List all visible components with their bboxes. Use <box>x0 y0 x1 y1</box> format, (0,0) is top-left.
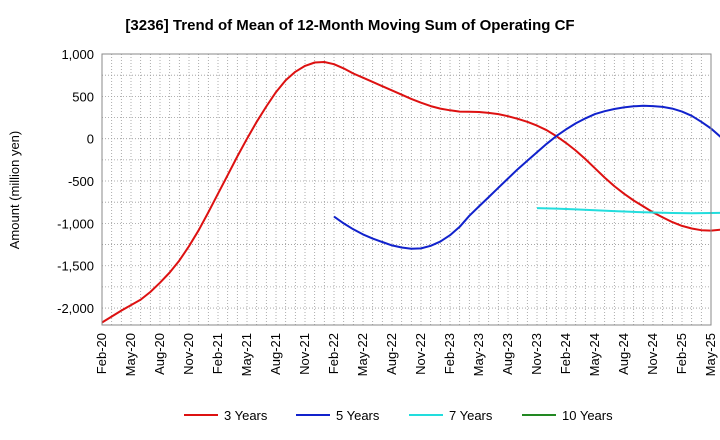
x-tick-label: May-25 <box>703 333 718 376</box>
x-tick-label: May-24 <box>587 333 602 376</box>
y-tick-label: -1,500 <box>57 259 94 274</box>
x-tick-label: Nov-24 <box>645 333 660 375</box>
y-tick-label: 1,000 <box>61 47 94 62</box>
y-tick-label: -2,000 <box>57 301 94 316</box>
x-tick-label: May-21 <box>239 333 254 376</box>
series-layer <box>101 61 720 324</box>
y-tick-label: 0 <box>87 132 94 147</box>
y-axis-label: Amount (million yen) <box>7 131 22 250</box>
x-tick-label: Nov-21 <box>297 333 312 375</box>
x-tick-label: May-20 <box>123 333 138 376</box>
series-line-3-years <box>101 61 720 324</box>
y-tick-label: -1,000 <box>57 216 94 231</box>
x-tick-label: Feb-23 <box>442 333 457 374</box>
x-tick-label: Feb-22 <box>326 333 341 374</box>
x-tick-label: Nov-23 <box>529 333 544 375</box>
x-tick-label: Feb-21 <box>210 333 225 374</box>
legend-label-3-years: 3 Years <box>224 408 268 423</box>
x-tick-label: Feb-25 <box>674 333 689 374</box>
x-tick-label: Nov-22 <box>413 333 428 375</box>
x-tick-label: Aug-22 <box>384 333 399 375</box>
legend-label-10-years: 10 Years <box>562 408 613 423</box>
series-line-7-years <box>536 207 720 215</box>
x-tick-label: Feb-24 <box>558 333 573 374</box>
x-tick-label: Feb-20 <box>94 333 109 374</box>
x-tick-label: Nov-20 <box>181 333 196 375</box>
legend: 3 Years 5 Years 7 Years 10 Years <box>184 408 613 423</box>
x-tick-label: May-22 <box>355 333 370 376</box>
x-tick-label: Aug-24 <box>616 333 631 375</box>
y-tick-labels: 1,000 500 0 -500 -1,000 -1,500 -2,000 <box>57 47 94 316</box>
plot-frame <box>101 53 712 326</box>
y-tick-label: 500 <box>72 89 94 104</box>
series-line-5-years <box>333 104 720 250</box>
legend-label-5-years: 5 Years <box>336 408 380 423</box>
x-tick-label: May-23 <box>471 333 486 376</box>
chart-title: [3236] Trend of Mean of 12-Month Moving … <box>125 17 574 34</box>
x-tick-label: Aug-23 <box>500 333 515 375</box>
y-tick-label: -500 <box>68 174 94 189</box>
x-tick-label: Aug-20 <box>152 333 167 375</box>
legend-label-7-years: 7 Years <box>449 408 493 423</box>
x-tick-labels: Feb-20 May-20 Aug-20 Nov-20 Feb-21 May-21 Aug-… <box>94 333 718 376</box>
x-tick-label: Aug-21 <box>268 333 283 375</box>
